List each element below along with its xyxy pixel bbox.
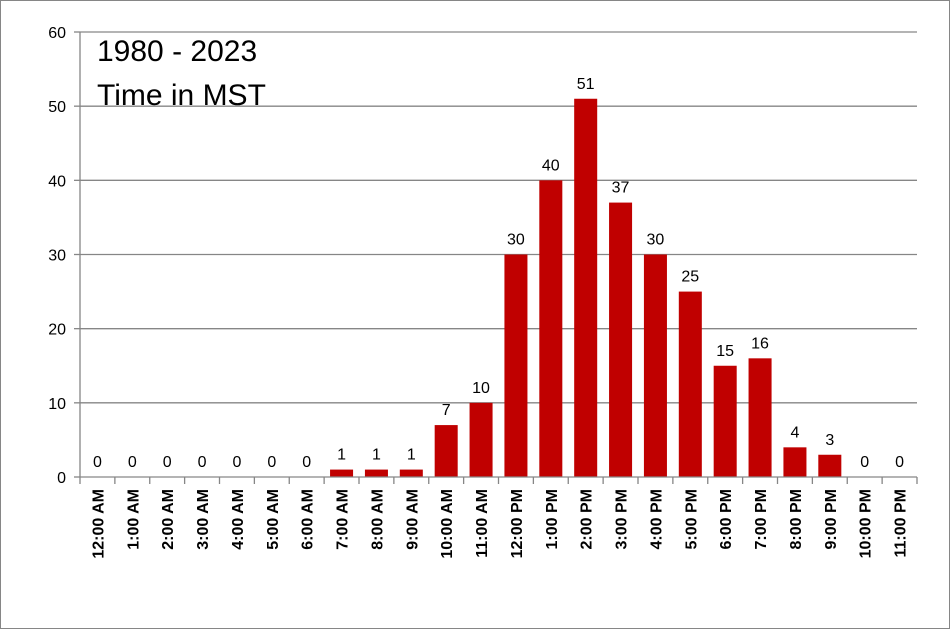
bar bbox=[783, 447, 807, 477]
x-tick-label: 6:00 AM bbox=[300, 489, 317, 550]
bar bbox=[330, 469, 354, 477]
x-tick-label: 10:00 AM bbox=[439, 489, 456, 559]
bar bbox=[364, 469, 388, 477]
x-tick-label: 4:00 AM bbox=[230, 489, 247, 550]
bar bbox=[818, 454, 842, 477]
bar bbox=[574, 98, 598, 477]
y-tick-label: 60 bbox=[48, 25, 66, 42]
x-tick-label: 11:00 AM bbox=[474, 489, 491, 558]
bar bbox=[469, 402, 493, 477]
x-tick-label: 5:00 AM bbox=[265, 489, 282, 550]
data-label: 1 bbox=[407, 447, 416, 464]
data-label: 1 bbox=[337, 447, 346, 464]
data-label: 0 bbox=[267, 454, 276, 471]
data-label: 51 bbox=[577, 76, 595, 93]
bar bbox=[678, 291, 702, 477]
x-tick-label: 1:00 AM bbox=[125, 489, 142, 550]
bar bbox=[434, 425, 458, 477]
x-tick-label: 3:00 AM bbox=[195, 489, 212, 550]
bars bbox=[330, 98, 842, 478]
x-tick-label: 7:00 PM bbox=[753, 489, 770, 549]
bar bbox=[713, 365, 737, 477]
annotation-timezone: Time in MST bbox=[97, 79, 266, 112]
bar bbox=[399, 469, 423, 477]
data-label: 3 bbox=[825, 432, 834, 449]
x-tick-label: 1:00 PM bbox=[544, 489, 561, 549]
x-tick-label: 8:00 PM bbox=[788, 489, 805, 549]
data-label: 10 bbox=[472, 380, 490, 397]
x-tick-label: 6:00 PM bbox=[718, 489, 735, 549]
y-tick-label: 40 bbox=[48, 173, 66, 190]
x-tick-label: 8:00 AM bbox=[369, 489, 386, 550]
data-label: 0 bbox=[302, 454, 311, 471]
data-label: 40 bbox=[542, 157, 560, 174]
x-tick-label: 4:00 PM bbox=[648, 489, 665, 549]
data-label: 0 bbox=[163, 454, 172, 471]
data-label: 30 bbox=[647, 232, 665, 249]
x-tick-label: 2:00 AM bbox=[160, 489, 177, 550]
data-label: 30 bbox=[507, 232, 525, 249]
data-label: 16 bbox=[751, 335, 769, 352]
data-label: 0 bbox=[860, 454, 869, 471]
data-label: 0 bbox=[232, 454, 241, 471]
bar bbox=[539, 180, 563, 478]
x-tick-label: 12:00 PM bbox=[509, 489, 526, 558]
y-tick-label: 0 bbox=[57, 470, 66, 487]
x-tick-label: 3:00 PM bbox=[614, 489, 631, 549]
bar bbox=[504, 254, 528, 477]
bar bbox=[643, 254, 667, 477]
x-tick-label: 9:00 PM bbox=[823, 489, 840, 549]
x-tick-label: 2:00 PM bbox=[579, 489, 596, 549]
data-label: 1 bbox=[372, 447, 381, 464]
data-label: 0 bbox=[128, 454, 137, 471]
data-label: 7 bbox=[442, 402, 451, 419]
x-tick-label: 11:00 PM bbox=[893, 489, 910, 557]
data-label: 0 bbox=[198, 454, 207, 471]
x-tick-label: 7:00 AM bbox=[335, 489, 352, 550]
x-tick-label: 10:00 PM bbox=[858, 489, 875, 558]
gridlines bbox=[80, 31, 917, 404]
data-label: 37 bbox=[612, 180, 630, 197]
data-label: 15 bbox=[716, 343, 734, 360]
bar bbox=[609, 202, 633, 478]
axes bbox=[74, 31, 918, 484]
y-tick-label: 30 bbox=[48, 248, 66, 265]
x-tick-label: 9:00 AM bbox=[404, 489, 421, 550]
y-tick-label: 50 bbox=[48, 99, 66, 116]
data-label: 0 bbox=[93, 454, 102, 471]
x-tick-label: 12:00 AM bbox=[90, 489, 107, 559]
data-label: 0 bbox=[895, 454, 904, 471]
annotation-years: 1980 - 2023 bbox=[97, 35, 257, 68]
y-tick-label: 20 bbox=[48, 322, 66, 339]
bar bbox=[748, 358, 772, 477]
data-label: 4 bbox=[790, 424, 799, 441]
x-tick-label: 5:00 PM bbox=[683, 489, 700, 549]
y-tick-label: 10 bbox=[48, 396, 66, 413]
data-label: 25 bbox=[681, 269, 699, 286]
